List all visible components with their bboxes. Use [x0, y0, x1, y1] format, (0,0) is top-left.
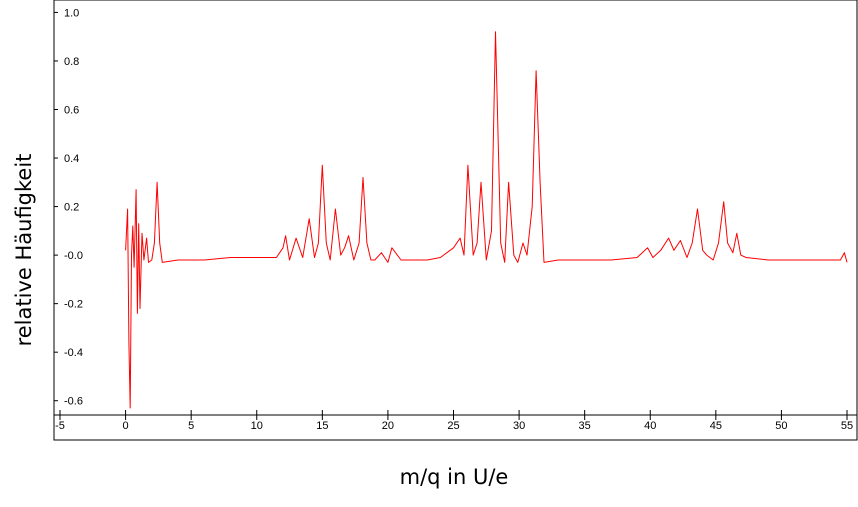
x-ticks: -5 0 5 10 15 20 25 30 35 40 45 50 55	[55, 410, 853, 432]
x-tick-label: 10	[251, 420, 263, 432]
y-tick-label: 1.0	[64, 7, 79, 19]
x-tick-label: 35	[579, 420, 591, 432]
x-tick-label: 50	[775, 420, 787, 432]
x-tick-label: -5	[55, 420, 65, 432]
plot-area	[53, 0, 858, 441]
x-tick-label: 55	[841, 420, 853, 432]
y-tick-label: 0.8	[64, 56, 79, 68]
y-ticks: -0.6 -0.4 -0.2 -0.0 0.2 0.4 0.6 0.8 1.0	[54, 7, 83, 408]
x-tick-label: 15	[316, 420, 328, 432]
y-tick-label: -0.6	[64, 396, 83, 408]
x-tick-label: 30	[513, 420, 525, 432]
x-tick-label: 25	[447, 420, 459, 432]
series-line	[125, 31, 848, 409]
x-tick-label: 0	[123, 420, 129, 432]
y-tick-label: -0.0	[64, 250, 83, 262]
y-tick-label: 0.2	[64, 202, 79, 214]
x-tick-label: 20	[382, 420, 394, 432]
x-tick-label: 40	[644, 420, 656, 432]
y-tick-label: -0.2	[64, 299, 83, 311]
y-axis-title: relative Häufigkeit	[12, 154, 36, 347]
x-tick-label: 5	[188, 420, 194, 432]
y-tick-label: 0.6	[64, 105, 79, 117]
x-axis-title: m/q in U/e	[400, 465, 509, 489]
x-tick-label: 45	[710, 420, 722, 432]
y-tick-label: -0.4	[64, 347, 83, 359]
y-tick-label: 0.4	[64, 153, 79, 165]
